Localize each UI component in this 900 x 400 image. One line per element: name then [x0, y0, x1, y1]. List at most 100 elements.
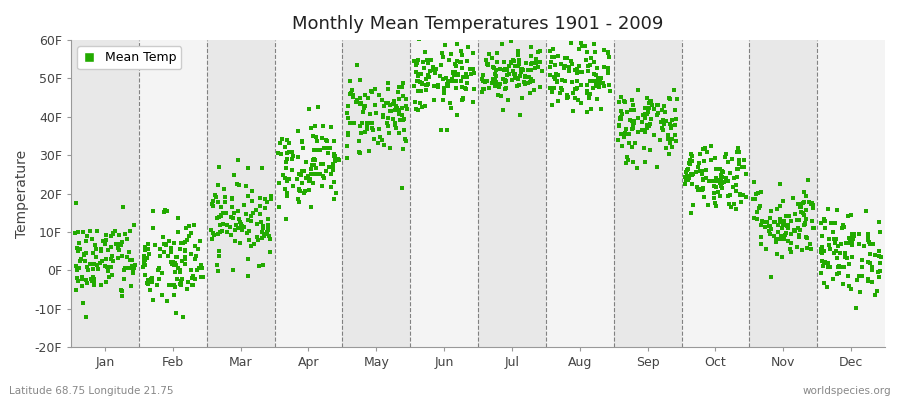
Point — [122, 256, 137, 263]
Point — [383, 108, 398, 115]
Point — [643, 121, 657, 127]
Point — [86, 266, 100, 272]
Point — [175, 276, 189, 282]
Point — [365, 126, 380, 133]
Point — [387, 107, 401, 114]
Point — [125, 266, 140, 273]
Point — [314, 160, 328, 167]
Point — [770, 222, 785, 228]
Point — [424, 57, 438, 64]
Point — [832, 250, 847, 256]
Point — [217, 186, 231, 192]
Point — [392, 111, 406, 118]
Point — [691, 164, 706, 170]
Point — [586, 85, 600, 91]
Point — [349, 98, 364, 105]
Point — [391, 89, 405, 95]
Point — [868, 291, 883, 298]
Point — [418, 76, 433, 83]
Point — [698, 175, 713, 181]
Point — [568, 94, 582, 101]
Point — [830, 270, 844, 277]
Point — [488, 82, 502, 89]
Point — [814, 246, 829, 252]
Point — [303, 124, 318, 131]
Point — [434, 62, 448, 68]
Point — [220, 229, 234, 236]
Point — [722, 200, 736, 207]
Point — [665, 117, 680, 124]
Point — [493, 81, 508, 88]
Point — [343, 78, 357, 84]
Point — [874, 254, 888, 260]
Point — [804, 201, 818, 207]
Point — [459, 73, 473, 80]
Point — [504, 58, 518, 65]
Point — [679, 168, 693, 175]
Point — [466, 86, 481, 92]
Point — [614, 116, 628, 123]
Point — [518, 81, 532, 87]
Point — [159, 208, 174, 214]
Point — [113, 286, 128, 293]
Point — [356, 109, 371, 116]
Point — [117, 276, 131, 282]
Point — [369, 110, 383, 116]
Point — [488, 71, 502, 78]
Point — [489, 73, 503, 80]
Point — [502, 63, 517, 70]
Point — [816, 262, 831, 269]
Point — [773, 216, 788, 222]
Point — [625, 144, 639, 150]
Point — [828, 248, 842, 254]
Point — [215, 228, 230, 234]
Point — [872, 252, 886, 259]
Point — [153, 253, 167, 260]
Point — [359, 126, 374, 132]
Point — [392, 130, 406, 136]
Point — [488, 77, 502, 84]
Point — [650, 164, 664, 171]
Point — [759, 246, 773, 252]
Point — [821, 260, 835, 266]
Point — [449, 112, 464, 118]
Point — [322, 164, 337, 170]
Point — [611, 122, 625, 129]
Bar — [614, 40, 681, 347]
Point — [698, 167, 713, 173]
Point — [828, 220, 842, 227]
Point — [104, 271, 119, 278]
Point — [111, 244, 125, 251]
Point — [282, 176, 296, 182]
Point — [411, 88, 426, 94]
Point — [662, 95, 676, 101]
Text: worldspecies.org: worldspecies.org — [803, 386, 891, 396]
Point — [459, 86, 473, 92]
Point — [726, 184, 741, 190]
Point — [436, 53, 450, 60]
Point — [185, 282, 200, 288]
Point — [362, 148, 376, 154]
Point — [685, 158, 699, 164]
Point — [839, 240, 853, 246]
Point — [873, 267, 887, 274]
Point — [665, 136, 680, 142]
Point — [510, 63, 525, 69]
Point — [822, 242, 836, 248]
Point — [451, 71, 465, 77]
Point — [168, 260, 183, 266]
Point — [804, 246, 818, 253]
Point — [776, 222, 790, 228]
Point — [411, 36, 426, 42]
Point — [504, 60, 518, 66]
Point — [738, 194, 752, 200]
Point — [410, 78, 425, 84]
Point — [166, 240, 181, 246]
Point — [627, 107, 642, 113]
Point — [90, 228, 104, 234]
Point — [794, 204, 808, 210]
Point — [769, 237, 783, 244]
Point — [74, 256, 88, 262]
Point — [349, 97, 364, 104]
Point — [822, 236, 836, 242]
